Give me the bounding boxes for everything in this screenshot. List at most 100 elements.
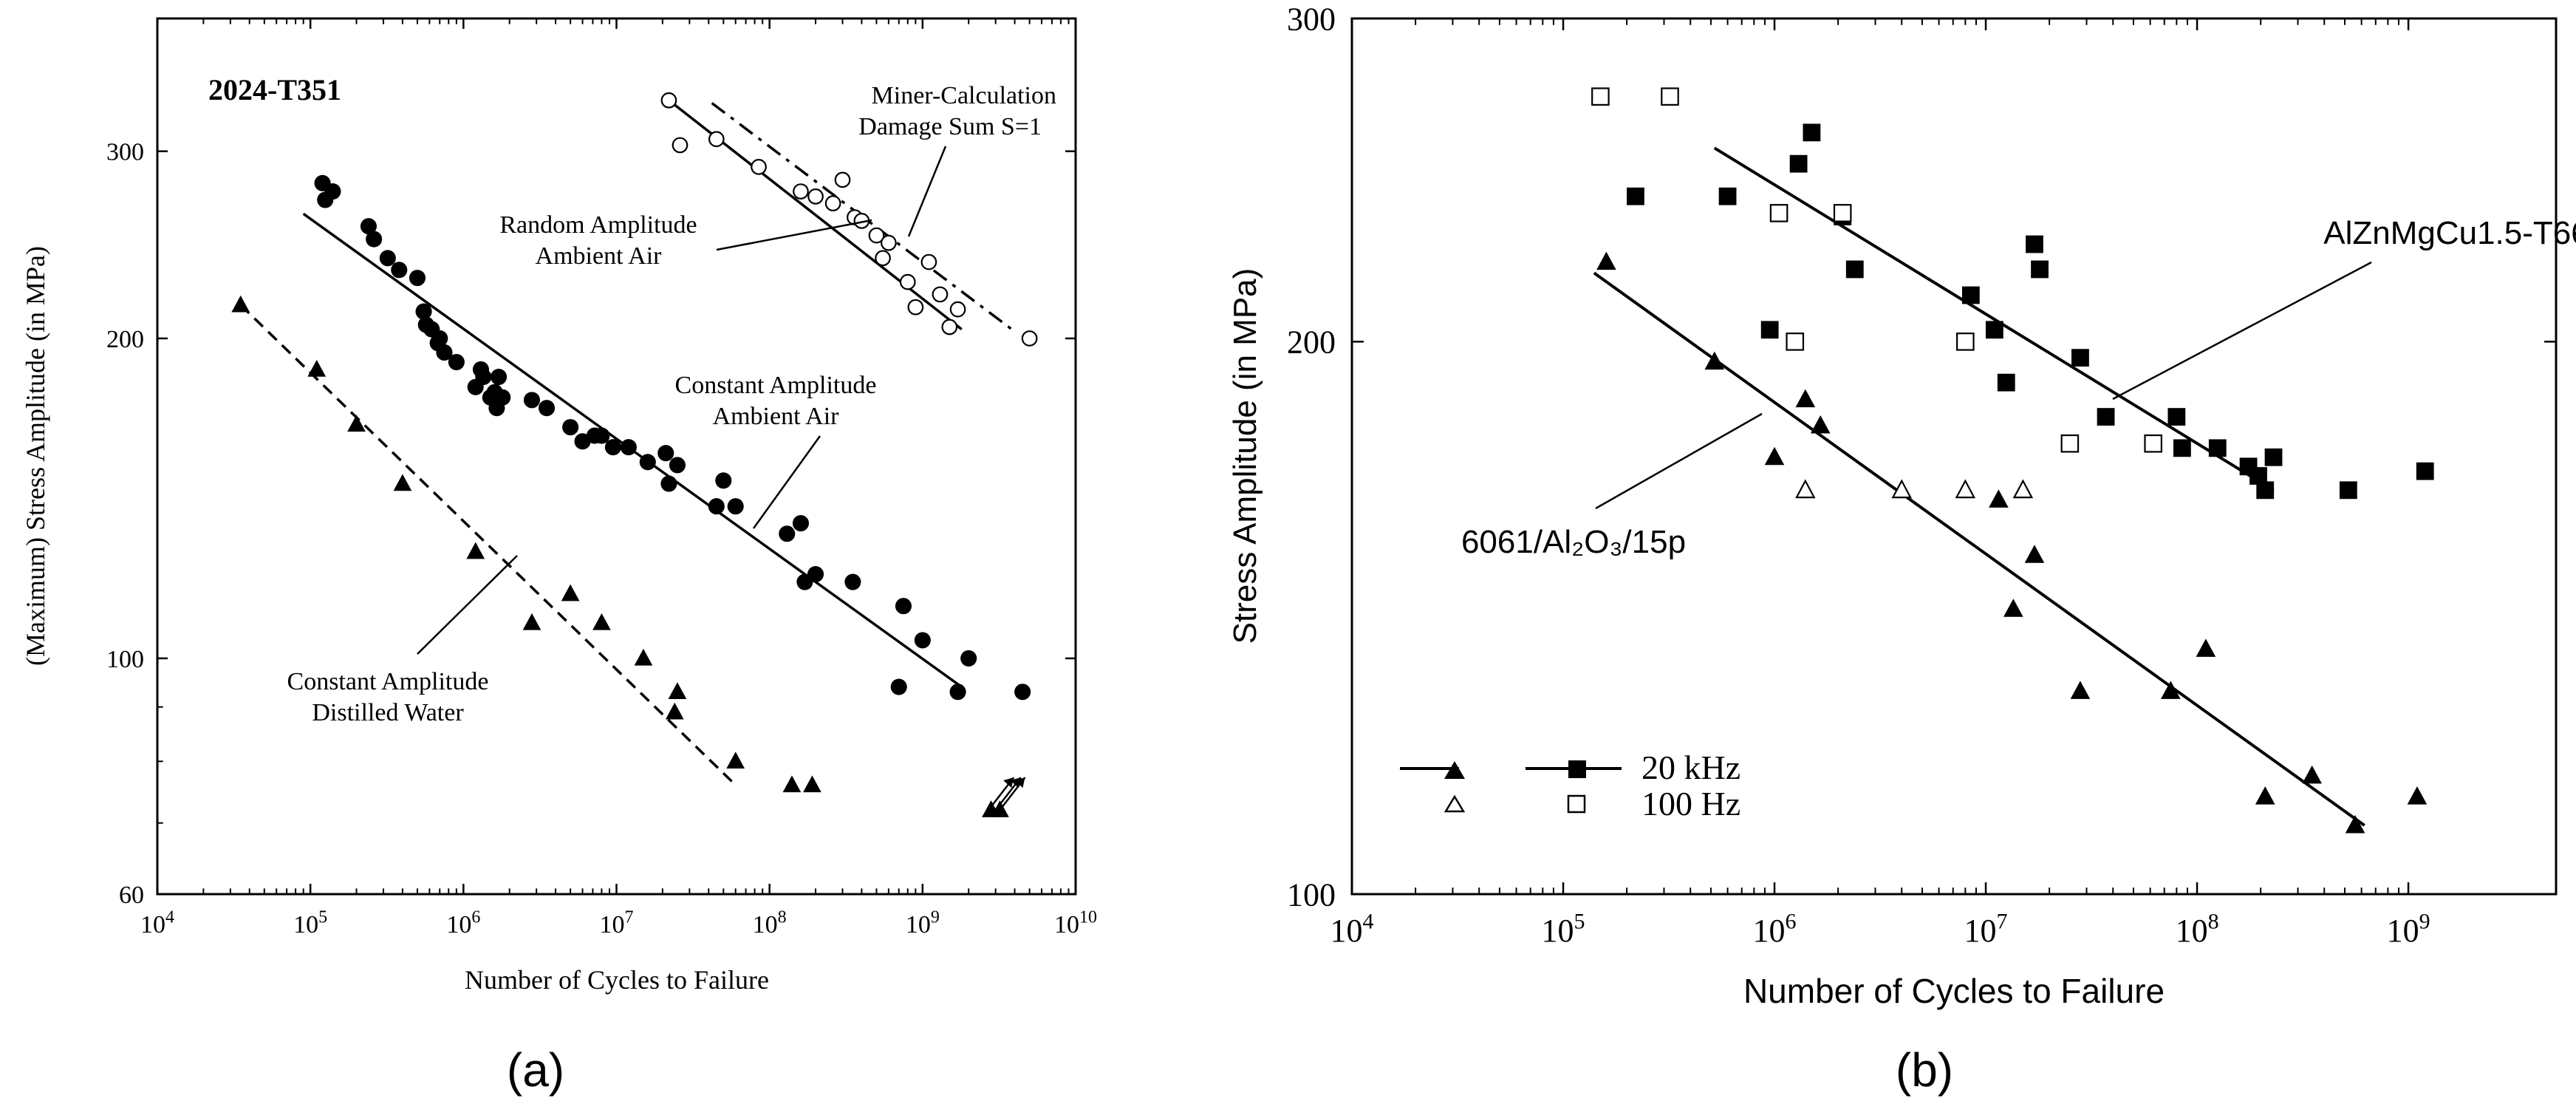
data-point-filled-circle	[593, 427, 610, 444]
data-point-open-square	[1833, 204, 1852, 222]
data-point-filled-triangle	[2070, 681, 2091, 699]
annotation-constant-water-line2: Distilled Water	[312, 699, 464, 726]
data-point-filled-circle	[792, 515, 810, 532]
annotation-composite-leader	[1595, 412, 1763, 510]
y-tick-label: 100	[1287, 876, 1336, 913]
panel-b-label: (b)	[1896, 1043, 1953, 1097]
data-point-filled-square	[1803, 123, 1821, 142]
data-point-filled-circle	[620, 439, 637, 456]
data-point-filled-triangle	[522, 613, 541, 630]
data-point-filled-square	[1760, 321, 1779, 339]
data-point-filled-square	[2173, 439, 2191, 457]
y-tick-label: 200	[1287, 324, 1336, 361]
x-tick-label: 108	[753, 907, 787, 938]
data-point-open-circle	[868, 227, 885, 244]
data-point-filled-triangle	[726, 752, 745, 769]
data-point-filled-triangle	[307, 359, 327, 377]
data-point-filled-circle	[807, 565, 824, 583]
data-point-filled-circle	[669, 457, 686, 474]
panel-a-plot-frame	[156, 17, 1077, 896]
data-point-open-square	[2060, 434, 2080, 453]
data-point-filled-circle	[360, 218, 377, 235]
data-point-open-circle	[899, 273, 916, 290]
fit-line	[1713, 146, 2275, 492]
data-point-filled-circle	[574, 433, 591, 450]
x-tick-base: 10	[2387, 913, 2419, 949]
data-point-open-square	[1769, 204, 1788, 222]
data-point-filled-square	[1985, 321, 2003, 339]
data-point-filled-square	[1718, 187, 1737, 205]
annotation-constant-air-leader	[752, 435, 821, 529]
x-tick-exponent: 7	[1997, 909, 2008, 933]
x-tick-base: 10	[1753, 913, 1786, 949]
x-tick-label: 107	[1964, 909, 2008, 949]
data-point-open-circle	[807, 188, 824, 205]
data-point-open-circle	[751, 159, 767, 175]
data-point-filled-triangle	[2161, 681, 2181, 699]
data-point-filled-circle	[494, 389, 511, 406]
x-tick-label: 105	[1542, 909, 1585, 949]
data-point-filled-circle	[448, 353, 465, 371]
legend-20khz-label: 20 kHz	[1641, 749, 1740, 786]
x-tick-base: 10	[753, 911, 778, 938]
data-point-filled-circle	[1014, 684, 1031, 701]
legend-20khz-square-marker	[1568, 760, 1586, 778]
data-point-filled-circle	[949, 684, 966, 701]
data-point-open-square	[2144, 434, 2162, 453]
annotation-miner-line2: Damage Sum S=1	[858, 113, 1042, 140]
x-tick-exponent: 5	[1574, 909, 1585, 933]
data-point-open-circle	[708, 131, 725, 148]
data-point-filled-circle	[660, 475, 677, 492]
data-point-open-square	[1786, 333, 1805, 351]
data-point-filled-square	[2249, 467, 2267, 485]
data-point-open-triangle	[1795, 479, 1816, 499]
data-point-filled-triangle	[2407, 786, 2428, 805]
x-tick-label: 1010	[1054, 907, 1097, 938]
data-point-open-triangle	[1891, 479, 1912, 499]
data-point-filled-circle	[960, 650, 977, 667]
data-point-filled-circle	[914, 632, 931, 649]
data-point-filled-circle	[844, 573, 861, 590]
data-point-filled-square	[1845, 260, 1864, 279]
data-point-open-circle	[834, 171, 851, 188]
data-point-filled-circle	[604, 439, 621, 456]
x-tick-base: 10	[600, 911, 625, 938]
x-tick-exponent: 8	[2208, 909, 2219, 933]
data-point-open-circle	[920, 253, 937, 270]
data-point-open-square	[1956, 333, 1975, 351]
data-point-filled-circle	[538, 400, 556, 417]
annotation-alzn-label: AlZnMgCu1.5-T66	[2323, 215, 2576, 251]
runout-arrowhead	[1003, 777, 1014, 788]
y-tick-label: 200	[106, 326, 144, 353]
panel-a-x-axis-label: Number of Cycles to Failure	[465, 965, 769, 995]
data-point-filled-triangle	[782, 775, 802, 793]
data-point-filled-triangle	[592, 613, 611, 630]
x-tick-base: 10	[140, 911, 165, 938]
x-tick-label: 108	[2176, 909, 2219, 949]
fit-line	[1593, 271, 2365, 827]
data-point-filled-circle	[562, 419, 579, 436]
data-point-filled-triangle	[1764, 446, 1785, 466]
data-point-filled-triangle	[2345, 815, 2365, 834]
data-point-filled-triangle	[1810, 415, 1831, 434]
data-point-filled-square	[1627, 187, 1644, 205]
data-point-filled-triangle	[2024, 545, 2045, 563]
x-tick-base: 10	[446, 911, 471, 938]
data-point-filled-triangle	[2302, 765, 2322, 784]
runout-arrowhead	[1014, 777, 1025, 788]
annotation-random-leader	[716, 219, 872, 251]
panel-a-title: 2024-T351	[208, 73, 341, 106]
data-point-filled-triangle	[803, 775, 821, 793]
legend: 20 kHz 100 Hz	[1400, 749, 1740, 822]
data-point-open-circle	[1021, 330, 1038, 347]
data-point-filled-square	[2167, 408, 2186, 426]
data-point-open-triangle	[1955, 479, 1976, 499]
annotation-random-line2: Ambient Air	[536, 242, 663, 270]
data-point-filled-triangle	[393, 474, 412, 491]
data-point-filled-triangle	[561, 584, 580, 602]
legend-100hz-square-marker	[1567, 794, 1586, 814]
y-tick-label: 300	[1287, 1, 1336, 37]
x-tick-base: 10	[1542, 913, 1574, 949]
